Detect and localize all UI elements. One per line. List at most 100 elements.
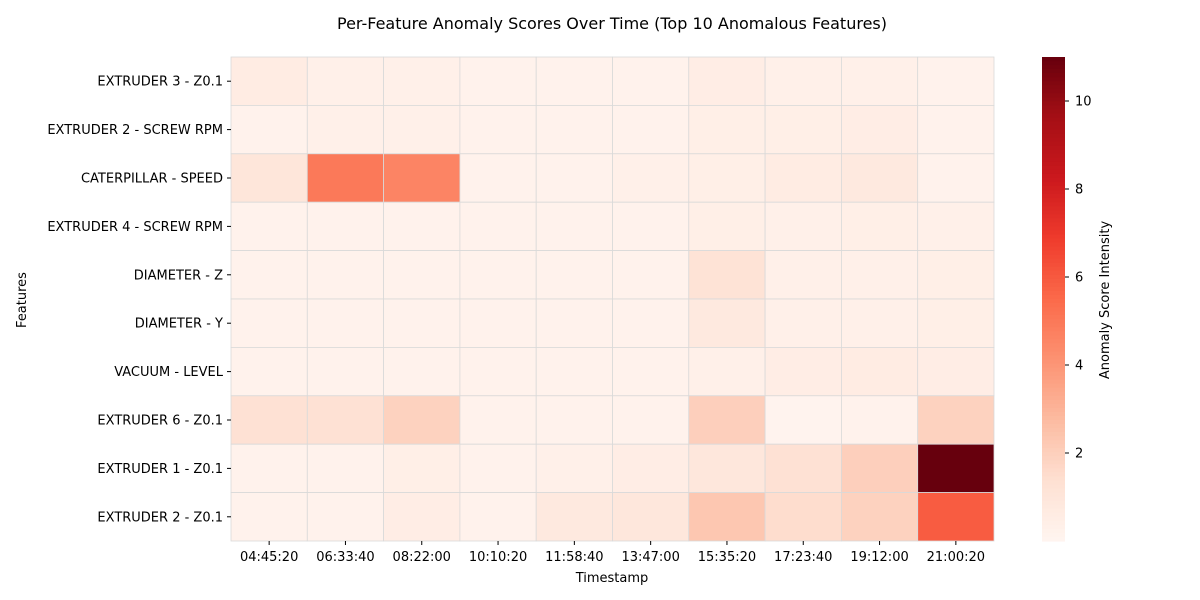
colorbar-segment [1042, 424, 1065, 429]
heatmap-cell [917, 395, 995, 445]
heatmap-cell [383, 153, 461, 203]
heatmap-cell [459, 395, 537, 445]
heatmap-cell [306, 395, 384, 445]
colorbar-segment [1042, 500, 1065, 506]
colorbar-segment [1042, 480, 1065, 486]
colorbar-segment [1042, 182, 1065, 187]
heatmap-cell [841, 395, 919, 445]
colorbar-segment [1042, 137, 1065, 143]
colorbar-segment [1042, 145, 1065, 151]
heatmap-cell [841, 153, 919, 203]
heatmap-cell [764, 395, 842, 445]
heatmap-cell [612, 492, 690, 542]
colorbar-segment [1042, 496, 1065, 502]
colorbar-segment [1042, 69, 1065, 74]
heatmap-cell [535, 201, 613, 251]
heatmap-cell [383, 443, 461, 494]
colorbar-segment [1042, 444, 1065, 449]
heatmap-cell [612, 395, 690, 445]
colorbar-segment [1042, 411, 1065, 417]
heatmap-cell [917, 492, 995, 542]
colorbar-segment [1042, 524, 1065, 530]
heatmap-cell [917, 153, 995, 203]
heatmap-cell [383, 298, 461, 348]
y-tick-label: EXTRUDER 1 - Z0.1 [97, 462, 223, 477]
heatmap-cells [230, 56, 995, 542]
heatmap-cell [535, 105, 613, 155]
colorbar-segment [1042, 121, 1065, 127]
heatmap-cell [230, 346, 308, 397]
colorbar-segment [1042, 512, 1065, 518]
heatmap-cell [917, 443, 995, 494]
colorbar-segment [1042, 375, 1065, 381]
colorbar-segment [1042, 339, 1065, 344]
colorbar-segment [1042, 266, 1065, 272]
colorbar-segment [1042, 387, 1065, 393]
heatmap-cell [383, 105, 461, 155]
heatmap-cell [764, 56, 842, 106]
heatmap-cell [764, 105, 842, 155]
heatmap-cell [688, 443, 766, 494]
colorbar-segment [1042, 460, 1065, 465]
colorbar-segment [1042, 125, 1065, 131]
colorbar-segment [1042, 476, 1065, 482]
heatmap-cell [459, 201, 537, 251]
colorbar-segment [1042, 448, 1065, 453]
colorbar-segment [1042, 371, 1065, 377]
heatmap-cell [230, 105, 308, 155]
colorbar-segment [1042, 290, 1065, 296]
heatmap-cell [535, 492, 613, 542]
x-axis-label: Timestamp [575, 571, 649, 586]
colorbar-segment [1042, 226, 1065, 232]
heatmap-cell [841, 201, 919, 251]
x-tick-label: 04:45:20 [240, 550, 298, 565]
colorbar-segment [1042, 319, 1065, 324]
colorbar-segment [1042, 214, 1065, 219]
heatmap-cell [612, 346, 690, 397]
heatmap-cell [383, 346, 461, 397]
colorbar-segment [1042, 403, 1065, 409]
heatmap-cell [459, 250, 537, 300]
colorbar-segment [1042, 161, 1065, 167]
heatmap-cell [306, 105, 384, 155]
colorbar-segment [1042, 230, 1065, 236]
colorbar-segment [1042, 278, 1065, 284]
colorbar-segment [1042, 528, 1065, 534]
colorbar-segment [1042, 532, 1065, 538]
colorbar-segment [1042, 246, 1065, 252]
heatmap-cell [306, 298, 384, 348]
colorbar-segment [1042, 367, 1065, 373]
heatmap-cell [612, 56, 690, 106]
colorbar-segment [1042, 359, 1065, 365]
heatmap-cell [459, 492, 537, 542]
colorbar-segment [1042, 399, 1065, 405]
heatmap-cell [230, 56, 308, 106]
x-tick-label: 06:33:40 [316, 550, 374, 565]
colorbar-segment [1042, 492, 1065, 498]
colorbar-segment [1042, 194, 1065, 199]
colorbar-segment [1042, 133, 1065, 139]
colorbar-segment [1042, 307, 1065, 312]
colorbar-segment [1042, 97, 1065, 102]
heatmap-cell [535, 298, 613, 348]
heatmap-cell [383, 250, 461, 300]
colorbar-segment [1042, 395, 1065, 401]
heatmap-cell [917, 201, 995, 251]
heatmap-cell [535, 395, 613, 445]
x-tick-labels: 04:45:20 06:33:40 08:22:00 10:10:20 11:58:40… [240, 541, 985, 565]
heatmap-cell [841, 492, 919, 542]
heatmap-cell [764, 346, 842, 397]
colorbar-segment [1042, 153, 1065, 159]
colorbar-segment [1042, 420, 1065, 425]
colorbar-segment [1042, 274, 1065, 280]
y-tick-label: EXTRUDER 2 - Z0.1 [97, 510, 223, 525]
colorbar-segment [1042, 415, 1065, 421]
colorbar-segment [1042, 202, 1065, 207]
colorbar-segment [1042, 242, 1065, 248]
heatmap-cell [688, 250, 766, 300]
colorbar-segment [1042, 468, 1065, 474]
heatmap-cell [917, 105, 995, 155]
colorbar-segment [1042, 472, 1065, 478]
heatmap-cell [306, 346, 384, 397]
colorbar-segment [1042, 516, 1065, 522]
